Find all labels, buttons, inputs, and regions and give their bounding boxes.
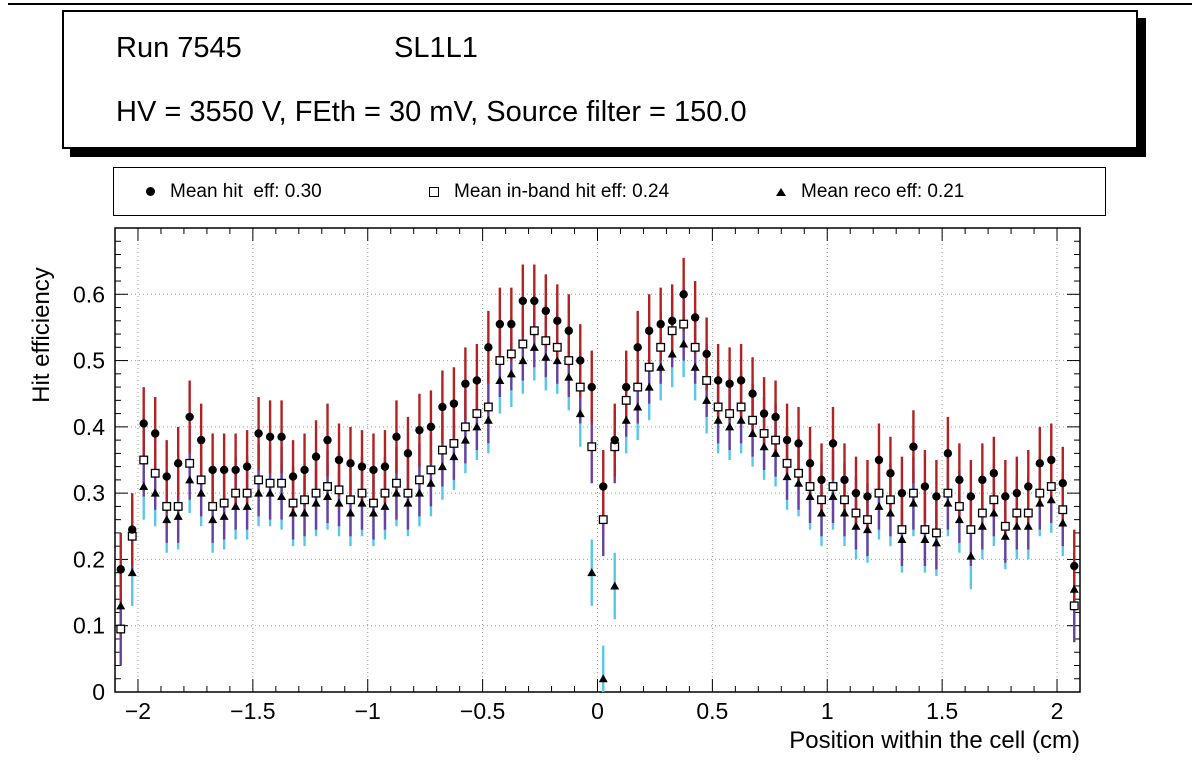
svg-text:0: 0 <box>591 698 604 724</box>
legend-entry-hit: Mean hit eff: 0.30 <box>146 168 322 215</box>
chamber-label: SL1L1 <box>394 32 478 64</box>
svg-text:0.5: 0.5 <box>73 348 105 374</box>
svg-text:1.5: 1.5 <box>926 698 958 724</box>
legend-entry-reco: Mean reco eff: 0.21 <box>776 168 964 215</box>
title-box: Run 7545 SL1L1 HV = 3550 V, FEth = 30 mV… <box>62 10 1138 149</box>
y-axis-title: Hit efficiency <box>28 267 55 403</box>
conditions-label: HV = 3550 V, FEth = 30 mV, Source filter… <box>116 96 747 128</box>
svg-text:0.1: 0.1 <box>73 613 105 639</box>
svg-text:−2: −2 <box>125 698 151 724</box>
legend-label-reco: Mean reco eff: 0.21 <box>801 180 965 202</box>
open-square-marker-icon <box>429 186 439 197</box>
filled-circle-marker-icon <box>146 187 155 196</box>
legend: Mean hit eff: 0.30 Mean in-band hit eff:… <box>113 167 1106 216</box>
canvas-top-border <box>8 3 1192 5</box>
run-label: Run 7545 <box>116 32 242 64</box>
svg-text:−1: −1 <box>355 698 381 724</box>
x-axis-title: Position within the cell (cm) <box>789 727 1080 754</box>
svg-text:2: 2 <box>1051 698 1064 724</box>
filled-triangle-marker-icon <box>776 187 786 196</box>
svg-text:0.4: 0.4 <box>73 414 105 440</box>
svg-text:0.5: 0.5 <box>696 698 728 724</box>
legend-label-inband: Mean in-band hit eff: 0.24 <box>454 180 670 202</box>
svg-text:−1.5: −1.5 <box>230 698 275 724</box>
svg-text:0.3: 0.3 <box>73 480 105 506</box>
svg-text:0.2: 0.2 <box>73 546 105 572</box>
svg-text:−0.5: −0.5 <box>460 698 505 724</box>
svg-text:0.6: 0.6 <box>73 281 105 307</box>
svg-text:1: 1 <box>821 698 834 724</box>
svg-text:0: 0 <box>92 679 105 705</box>
legend-entry-inband: Mean in-band hit eff: 0.24 <box>429 168 669 215</box>
legend-label-hit: Mean hit eff: 0.30 <box>170 180 322 202</box>
